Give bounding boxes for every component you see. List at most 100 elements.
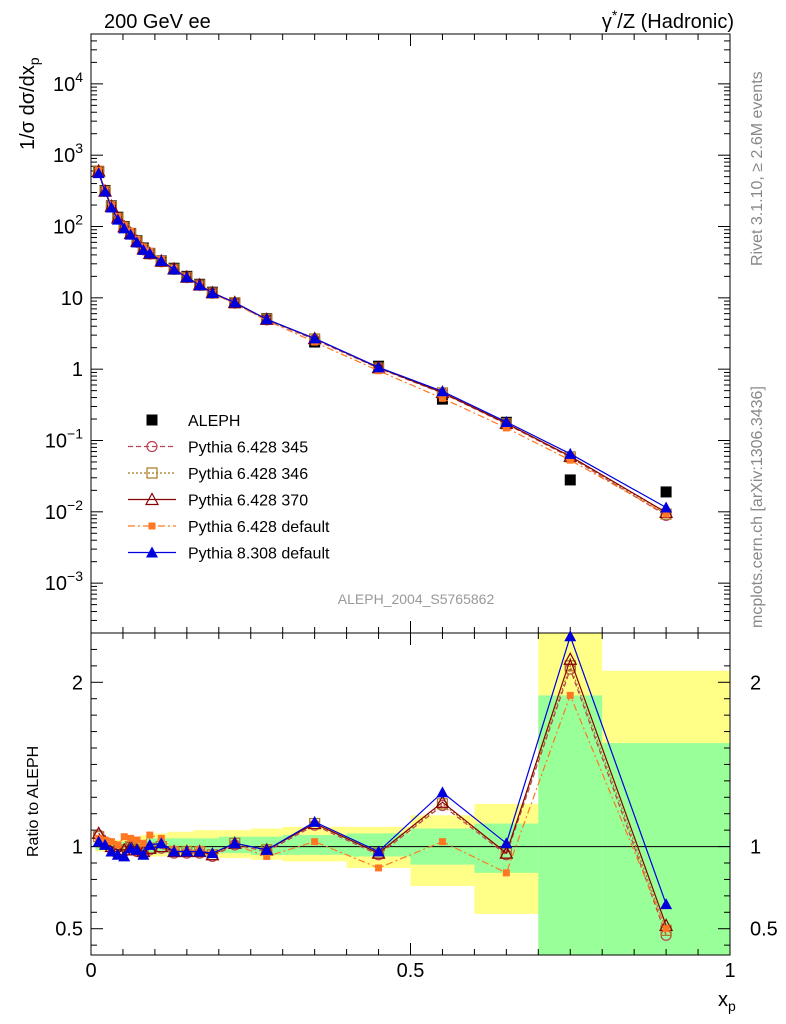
main-data-point	[660, 486, 672, 498]
legend-marker	[148, 522, 156, 530]
main-data-point	[372, 361, 385, 373]
ratio-data-point	[228, 837, 241, 849]
analysis-tag: ALEPH_2004_S5765862	[338, 591, 495, 607]
legend: ALEPH Pythia 6.428 345 Pythia 6.428 346 Pyt…	[128, 413, 330, 563]
ratio-data-point	[114, 841, 122, 849]
ratio-data-point	[107, 838, 115, 846]
ratio-data-point	[372, 845, 385, 857]
main-y-tick-exp: −2	[67, 497, 83, 513]
main-y-tick-exp: 2	[75, 212, 83, 228]
main-data-point	[131, 236, 144, 248]
y-title-main-text: 1/σ dσ/dx	[17, 65, 39, 150]
ratio-data-point	[263, 852, 271, 860]
main-y-tick-base: 1	[72, 359, 83, 381]
ratio-data-point	[438, 838, 446, 846]
ratio-y-tick-label-right: 2	[750, 672, 761, 694]
main-y-tick-exp: 4	[75, 69, 83, 85]
legend-marker	[146, 414, 158, 426]
main-y-tick-base: 10	[45, 502, 67, 524]
ratio-data-point	[662, 925, 670, 933]
ratio-data-point	[131, 843, 144, 855]
rivet-label: Rivet 3.1.10, ≥ 2.6M events	[749, 71, 766, 266]
main-y-tick-label: 10−3	[45, 568, 83, 595]
main-data-point	[143, 247, 156, 259]
main-data-point	[660, 501, 673, 513]
main-y-tick-base: 10	[45, 430, 67, 452]
legend-marker	[146, 467, 158, 479]
header-right: γ*/Z (Hadronic)	[602, 7, 734, 33]
legend-label: Pythia 6.428 default	[188, 519, 330, 536]
ratio-data-point	[260, 843, 273, 855]
main-data-point	[118, 222, 131, 234]
legend-label: Pythia 8.308 default	[188, 546, 330, 563]
ratio-data-point	[436, 798, 449, 810]
ratio-band-inner	[602, 743, 730, 955]
main-y-tick-base: 10	[45, 573, 67, 595]
main-y-tick-label: 104	[53, 69, 83, 96]
main-data-point	[111, 213, 124, 225]
main-data-point	[105, 201, 118, 213]
main-data-point	[438, 394, 446, 402]
main-data-point	[92, 167, 105, 179]
main-y-tick-label: 1	[72, 359, 83, 381]
x-title-sub: p	[728, 998, 736, 1014]
main-data-point	[99, 185, 112, 197]
ratio-data-point	[120, 833, 128, 841]
ratio-data-point	[193, 845, 206, 857]
main-data-point	[137, 243, 150, 255]
ratio-data-point	[436, 786, 449, 798]
legend-label: Pythia 6.428 346	[188, 466, 308, 483]
main-y-tick-base: 10	[53, 145, 75, 167]
main-y-tick-exp: −3	[67, 568, 83, 584]
ratio-y-tick-label: 0.5	[55, 919, 83, 941]
main-y-tick-base: 10	[61, 288, 83, 310]
main-y-tick-label: 10−2	[45, 497, 83, 524]
x-tick-label: 0	[85, 960, 96, 982]
main-series-1	[93, 165, 672, 522]
main-data-point	[564, 474, 576, 486]
main-series-line	[98, 171, 667, 516]
main-y-tick-base: 10	[53, 74, 75, 96]
x-tick-label: 0.5	[397, 960, 425, 982]
main-data-point	[206, 286, 219, 298]
ratio-data-point	[137, 848, 150, 860]
ratio-y-tick-label-right: 0.5	[750, 919, 778, 941]
main-data-point	[155, 254, 168, 266]
ratio-band-inner	[346, 833, 411, 857]
ratio-data-point	[146, 831, 154, 839]
main-series-line	[98, 170, 667, 513]
main-y-tick-exp: −1	[67, 425, 83, 441]
ratio-data-point	[435, 794, 450, 808]
x-tick-label: 1	[724, 960, 735, 982]
ratio-data-point	[563, 652, 578, 665]
main-data-point	[180, 271, 193, 283]
ratio-y-tick-label: 2	[72, 672, 83, 694]
ratio-series-4	[92, 630, 673, 910]
ratio-data-point	[206, 847, 219, 859]
main-series-2	[93, 165, 672, 520]
ratio-data-point	[660, 898, 673, 910]
main-y-tick-label: 102	[53, 212, 83, 239]
main-series-3	[91, 163, 674, 519]
ratio-data-point	[566, 691, 574, 699]
ratio-data-point	[92, 835, 105, 847]
ratio-data-point	[500, 837, 513, 849]
main-data-point	[500, 415, 513, 427]
legend-marker	[146, 546, 158, 558]
main-data-point	[228, 296, 241, 308]
main-series-4	[95, 166, 670, 518]
ratio-data-point	[311, 838, 319, 846]
ratio-y-tick-label: 1	[72, 837, 83, 859]
ratio-series-line	[98, 693, 667, 929]
header-right-star: *	[612, 7, 618, 23]
y-title-main-sub: p	[26, 57, 42, 65]
ratio-data-point	[99, 838, 112, 850]
legend-marker	[144, 492, 160, 506]
header-left: 200 GeV ee	[104, 11, 211, 33]
legend-label: ALEPH	[188, 413, 240, 430]
mcplots-label: mcplots.cern.ch [arXiv:1306.3436]	[749, 386, 766, 628]
x-axis-title: xp	[718, 989, 736, 1014]
main-data-point	[566, 456, 574, 464]
